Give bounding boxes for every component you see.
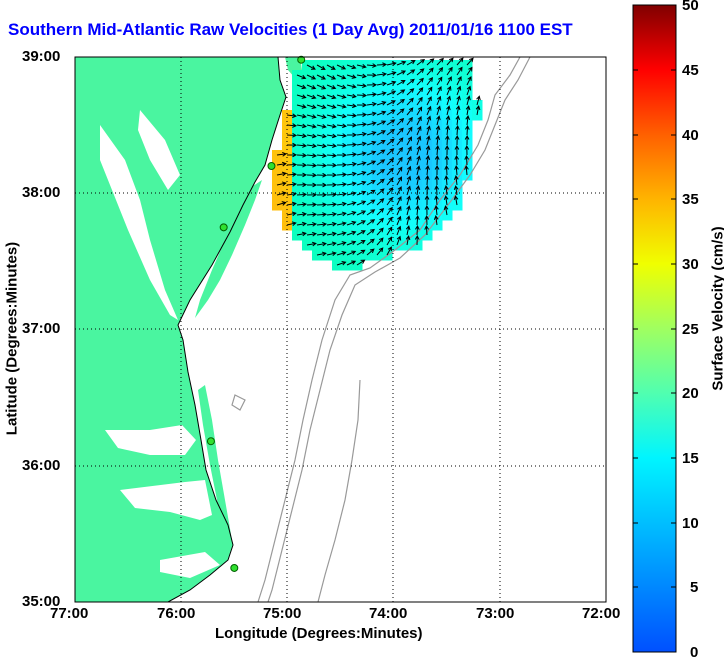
x-tick-label: 72:00	[582, 605, 620, 622]
radar-station-marker	[220, 224, 227, 231]
velocity-cell	[442, 110, 453, 121]
velocity-cell	[452, 100, 463, 111]
velocity-cell	[412, 170, 423, 181]
velocity-cell	[372, 250, 383, 261]
colorbar-tick-label: 10	[682, 515, 699, 532]
velocity-cell	[422, 140, 433, 151]
velocity-cell	[442, 180, 453, 191]
radar-station-marker	[268, 163, 275, 170]
radar-station-marker	[207, 438, 214, 445]
colorbar-tick-label: 20	[682, 385, 699, 402]
y-tick-label: 37:00	[22, 320, 60, 337]
colorbar-tick-label: 30	[682, 256, 699, 273]
x-tick-label: 75:00	[263, 605, 301, 622]
x-tick-label: 74:00	[369, 605, 407, 622]
colorbar-tick-label: 0	[690, 644, 698, 661]
colorbar-label: Surface Velocity (cm/s)	[710, 209, 724, 409]
velocity-cell	[432, 220, 443, 231]
y-tick-label: 36:00	[22, 457, 60, 474]
y-axis-label: Latitude (Degrees:Minutes)	[4, 239, 21, 439]
x-tick-label: 73:00	[476, 605, 514, 622]
y-tick-label: 35:00	[22, 593, 60, 610]
colorbar-tick-label: 35	[682, 191, 699, 208]
colorbar-tick-label: 15	[682, 450, 699, 467]
velocity-cell	[462, 100, 473, 111]
colorbar-tick-label: 50	[682, 0, 699, 14]
y-tick-label: 39:00	[22, 48, 60, 65]
colorbar	[633, 5, 676, 652]
y-tick-label: 38:00	[22, 184, 60, 201]
velocity-cell	[402, 220, 413, 231]
x-tick-label: 76:00	[157, 605, 195, 622]
radar-station-marker	[231, 564, 238, 571]
colorbar-tick-label: 25	[682, 321, 699, 338]
x-axis-label: Longitude (Degrees:Minutes)	[215, 625, 423, 642]
colorbar-tick-label: 40	[682, 127, 699, 144]
velocity-cell	[452, 200, 463, 211]
velocity-cell	[472, 100, 483, 111]
colorbar-tick-label: 45	[682, 62, 699, 79]
colorbar-tick-label: 5	[690, 579, 698, 596]
velocity-cell	[432, 120, 443, 131]
